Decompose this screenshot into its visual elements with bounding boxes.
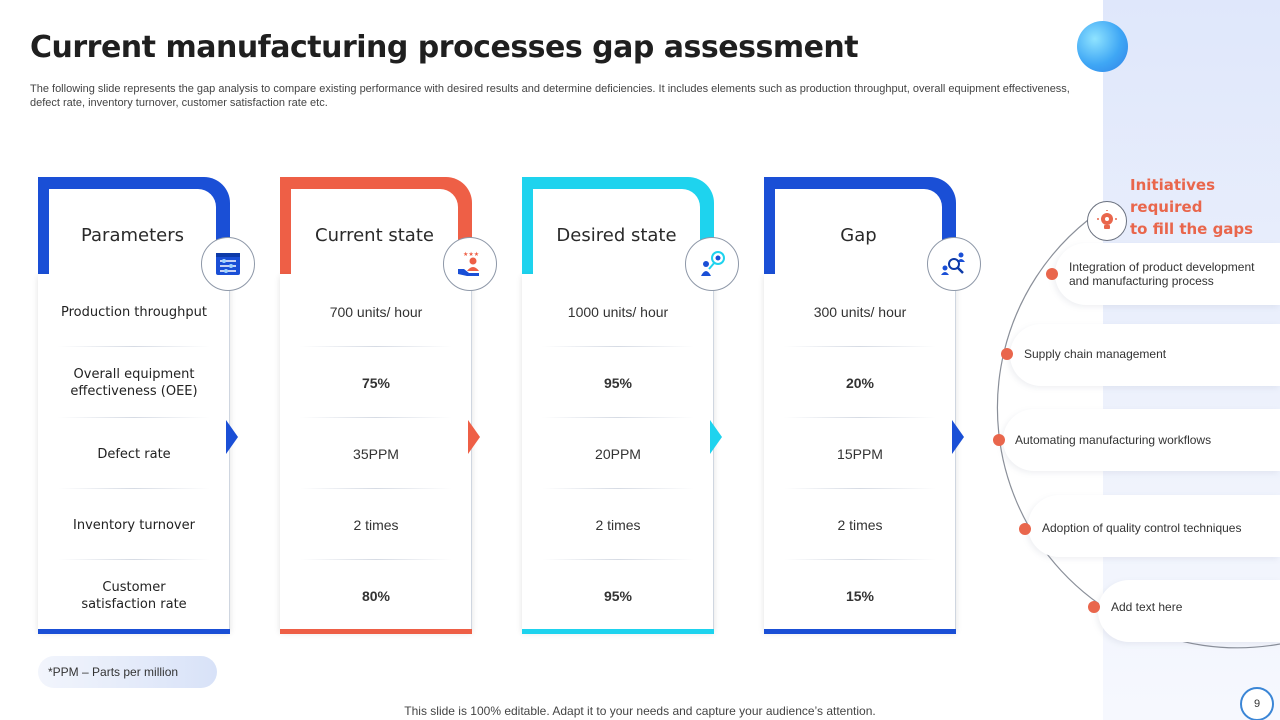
row-separator bbox=[784, 559, 936, 560]
param-cell: Overall equipment effectiveness (OEE) bbox=[70, 367, 198, 399]
value-cell: 35PPM bbox=[353, 446, 399, 462]
initiative-dot bbox=[1088, 601, 1100, 613]
row-separator bbox=[542, 417, 694, 418]
row-separator bbox=[784, 488, 936, 489]
column-header-label: Gap bbox=[840, 225, 877, 246]
initiative-text: Adoption of quality control techniques bbox=[1042, 521, 1242, 535]
row-separator bbox=[300, 346, 452, 347]
initiative-pill bbox=[1003, 409, 1280, 471]
value-cell: 1000 units/ hour bbox=[567, 304, 669, 320]
column-header-label: Current state bbox=[315, 225, 434, 246]
column-header-label: Parameters bbox=[80, 225, 185, 246]
column-bottom-bar bbox=[522, 629, 714, 634]
row-separator bbox=[300, 488, 452, 489]
people-search-icon bbox=[927, 237, 981, 291]
ppm-note: *PPM – Parts per million bbox=[38, 656, 217, 688]
initiative-pill bbox=[1028, 495, 1280, 557]
chevron-right-icon bbox=[226, 420, 238, 454]
row-separator bbox=[58, 417, 210, 418]
initiative-text: Supply chain management bbox=[1024, 347, 1167, 361]
dashboard-icon bbox=[201, 237, 255, 291]
column-body: 700 units/ hour 75% 35PPM 2 times 80% bbox=[280, 274, 472, 631]
svg-text:★★★: ★★★ bbox=[463, 251, 479, 258]
value-cell: 75% bbox=[361, 375, 391, 391]
column-body: 300 units/ hour 20% 15PPM 2 times 15% bbox=[764, 274, 956, 631]
value-cell: 2 times bbox=[595, 517, 641, 533]
param-cell: Customer satisfaction rate bbox=[81, 580, 187, 612]
chevron-right-icon bbox=[952, 420, 964, 454]
column-gap: 300 units/ hour 20% 15PPM 2 times 15% Ga… bbox=[764, 177, 981, 634]
value-cell: 2 times bbox=[837, 517, 883, 533]
initiative-text: Integration of product development and m… bbox=[1069, 260, 1255, 288]
row-separator bbox=[542, 488, 694, 489]
initiative-dot bbox=[993, 434, 1005, 446]
row-separator bbox=[542, 559, 694, 560]
row-separator bbox=[300, 417, 452, 418]
initiatives-title-line: Initiatives bbox=[1130, 176, 1216, 194]
initiative-dot bbox=[1019, 523, 1031, 535]
column-header: Current state bbox=[291, 189, 458, 279]
column-header: Parameters bbox=[49, 189, 216, 279]
initiative-dot bbox=[1001, 348, 1013, 360]
column-current-state: 700 units/ hour 75% 35PPM 2 times 80% Cu… bbox=[280, 177, 497, 634]
footer-text: This slide is 100% editable. Adapt it to… bbox=[404, 704, 876, 718]
row-separator bbox=[58, 488, 210, 489]
value-cell: 15% bbox=[845, 588, 875, 604]
chevron-right-icon bbox=[468, 420, 480, 454]
hand-person-icon: ★★★ bbox=[443, 237, 497, 291]
param-cell: Inventory turnover bbox=[73, 517, 195, 533]
initiative-pill bbox=[1010, 324, 1280, 386]
growth-target-icon bbox=[685, 237, 739, 291]
initiatives-title-line: required bbox=[1130, 198, 1203, 216]
value-cell: 700 units/ hour bbox=[329, 304, 423, 320]
param-cell: Defect rate bbox=[97, 446, 171, 462]
chevron-right-icon bbox=[710, 420, 722, 454]
row-separator bbox=[58, 559, 210, 560]
value-cell: 20PPM bbox=[595, 446, 641, 462]
column-bottom-bar bbox=[764, 629, 956, 634]
row-separator bbox=[784, 346, 936, 347]
value-cell: 15PPM bbox=[837, 446, 883, 462]
row-separator bbox=[58, 346, 210, 347]
column-body: 1000 units/ hour 95% 20PPM 2 times 95% bbox=[522, 274, 714, 631]
column-bottom-bar bbox=[38, 629, 230, 634]
column-header: Desired state bbox=[533, 189, 700, 279]
initiative-dot bbox=[1046, 268, 1058, 280]
row-separator bbox=[784, 417, 936, 418]
param-cell: Production throughput bbox=[61, 304, 207, 320]
column-header: Gap bbox=[775, 189, 942, 279]
value-cell: 95% bbox=[603, 375, 633, 391]
column-header-label: Desired state bbox=[556, 225, 677, 246]
value-cell: 20% bbox=[845, 375, 875, 391]
row-separator bbox=[542, 346, 694, 347]
column-body: Production throughput Overall equipment … bbox=[38, 274, 230, 631]
value-cell: 300 units/ hour bbox=[813, 304, 907, 320]
column-desired-state: 1000 units/ hour 95% 20PPM 2 times 95% D… bbox=[522, 177, 739, 634]
row-separator bbox=[300, 559, 452, 560]
initiative-pill bbox=[1098, 580, 1280, 642]
page-title: Current manufacturing processes gap asse… bbox=[30, 30, 859, 65]
value-cell: 2 times bbox=[353, 517, 399, 533]
initiative-text: Add text here bbox=[1111, 600, 1183, 614]
value-cell: 80% bbox=[361, 588, 391, 604]
page-number: 9 bbox=[1240, 687, 1274, 720]
column-bottom-bar bbox=[280, 629, 472, 634]
column-parameters: Production throughput Overall equipment … bbox=[38, 177, 255, 634]
page-subtitle: The following slide represents the gap a… bbox=[30, 83, 1070, 109]
initiative-text: Automating manufacturing workflows bbox=[1015, 433, 1212, 447]
value-cell: 95% bbox=[603, 588, 633, 604]
bulb-gear-icon bbox=[1087, 201, 1127, 241]
decorative-circle bbox=[1077, 21, 1128, 72]
initiatives-title-line: to fill the gaps bbox=[1130, 220, 1254, 238]
initiative-pill bbox=[1055, 243, 1280, 305]
initiatives-title: Initiatives required to fill the gaps bbox=[1130, 174, 1253, 240]
